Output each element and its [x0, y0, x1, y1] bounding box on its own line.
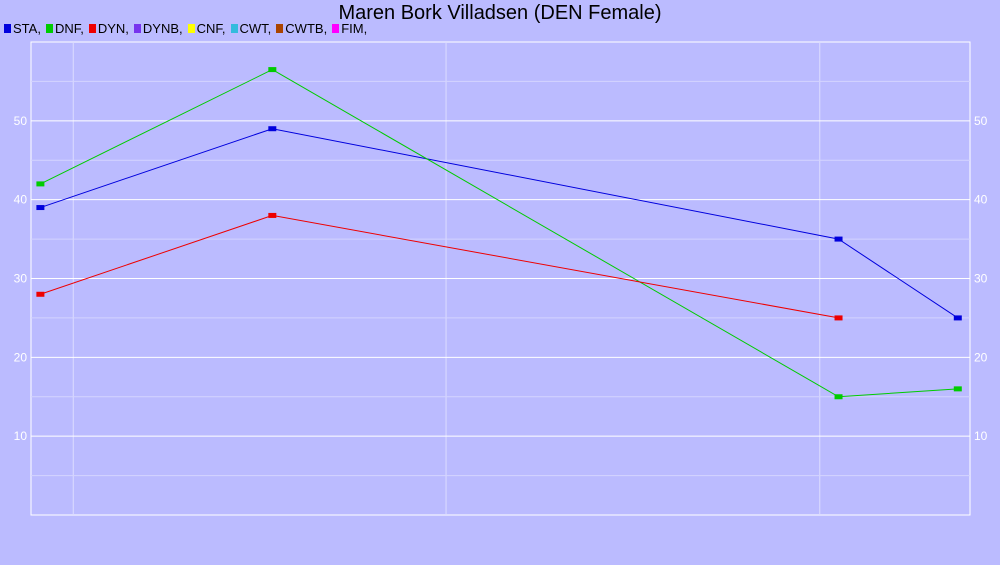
data-point-dnf — [834, 394, 843, 400]
legend-label: STA, — [13, 20, 41, 36]
legend-swatch — [45, 23, 53, 33]
legend-item-0: STA, — [4, 21, 41, 36]
legend-item-4: CNF, — [187, 20, 226, 36]
chart-title: Maren Bork Villadsen (DEN Female) — [338, 2, 662, 24]
data-point-sta — [268, 126, 277, 132]
data-point-dyn — [834, 315, 843, 321]
legend-label: DYNB, — [142, 20, 183, 36]
legend-swatch — [4, 23, 11, 33]
legend: STA, DNF, DYN, DYNB, CNF, CWT, CWTB, FIM, — [4, 20, 372, 36]
data-point-dnf — [268, 67, 277, 73]
data-point-sta — [36, 205, 45, 211]
y-tick-label-right: 40 — [974, 193, 988, 207]
y-tick-label-left: 10 — [14, 429, 28, 443]
legend-swatch — [187, 23, 195, 33]
legend-item-6: CWTB, — [276, 21, 327, 36]
data-point-dnf — [36, 181, 45, 187]
legend-swatch — [133, 23, 141, 33]
legend-label: DYN, — [97, 20, 129, 36]
data-point-dyn — [268, 212, 277, 218]
series-group — [36, 67, 962, 400]
y-tick-label-left: 40 — [14, 193, 28, 207]
data-point-dyn — [36, 291, 45, 297]
legend-swatch — [88, 23, 96, 33]
legend-swatch — [276, 23, 284, 33]
horizontal-gridlines — [31, 80, 970, 477]
legend-label: CWTB, — [285, 20, 328, 36]
data-point-sta — [953, 315, 962, 321]
legend-swatch — [230, 23, 238, 33]
data-point-sta — [834, 236, 843, 242]
y-tick-label-left: 20 — [14, 350, 28, 364]
y-tick-label-right: 50 — [974, 114, 988, 128]
y-tick-label-right: 20 — [974, 350, 988, 364]
legend-item-5: CWT, — [230, 20, 272, 36]
legend-item-1: DNF, — [45, 20, 84, 36]
legend-item-3: DYNB, — [133, 20, 183, 36]
right-axis-ticks: 10 20 30 40 50 — [974, 114, 988, 443]
legend-label: DNF, — [54, 20, 84, 36]
y-tick-label-left: 50 — [14, 114, 28, 128]
y-tick-label-right: 10 — [974, 429, 988, 443]
legend-label: CNF, — [196, 20, 226, 36]
series-line-dnf — [40, 69, 958, 398]
series-line-sta — [40, 128, 959, 319]
y-tick-label-right: 30 — [974, 272, 988, 286]
legend-label: CWT, — [239, 20, 272, 36]
legend-swatch — [332, 23, 340, 33]
left-axis-ticks: 10 20 30 40 50 — [14, 114, 28, 443]
y-tick-label-left: 30 — [14, 272, 28, 286]
legend-item-2: DYN, — [88, 20, 129, 36]
legend-label: FIM, — [341, 20, 368, 36]
data-point-dnf — [953, 386, 962, 392]
legend-item-7: FIM, — [332, 21, 367, 36]
